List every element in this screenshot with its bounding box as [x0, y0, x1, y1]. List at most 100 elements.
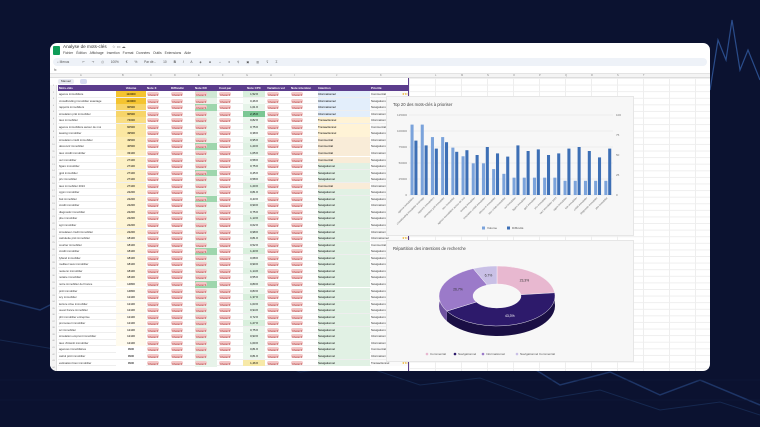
status-chip[interactable]: Choisi ▾ — [171, 314, 183, 319]
status-chip[interactable]: Choisi ▾ — [291, 98, 303, 103]
status-chip[interactable]: Choisi ▾ — [219, 255, 231, 260]
row-number[interactable]: 6 — [52, 117, 55, 120]
status-chip[interactable]: Choisi ▾ — [171, 249, 183, 254]
status-chip[interactable]: Choisi ▾ — [171, 111, 183, 116]
volume-cell[interactable]: 22200 — [116, 215, 146, 222]
status-chip[interactable]: Choisi ▾ — [195, 137, 207, 142]
status-chip[interactable]: Choisi ▾ — [219, 118, 231, 123]
keyword-cell[interactable]: crédit immobilier — [59, 249, 80, 254]
status-chip[interactable]: Choisi ▾ — [147, 92, 159, 96]
status-chip[interactable]: Choisi ▾ — [195, 164, 207, 169]
difficulty-cell[interactable]: Choisi ▾ — [171, 248, 193, 255]
note-kd-cell[interactable]: Choisi ▾ — [195, 280, 217, 289]
keyword-cell[interactable]: crédit immobilier — [59, 203, 80, 208]
cpc-cell[interactable]: 0,82 € — [243, 117, 265, 124]
volume-cell[interactable]: 12100 — [116, 300, 146, 307]
donut-chart[interactable]: Répartition des intentions de recherche … — [386, 240, 634, 362]
cpc-note-cell[interactable]: Choisi ▾ — [219, 157, 241, 164]
status-chip[interactable]: Choisi ▾ — [147, 98, 159, 103]
note-kd-cell[interactable]: Choisi ▾ — [195, 333, 217, 341]
note-kd-cell[interactable]: Choisi ▾ — [195, 143, 217, 151]
note-intention-cell[interactable]: Choisi ▾ — [291, 235, 313, 242]
difficulty-cell[interactable]: Choisi ▾ — [171, 215, 193, 222]
status-chip[interactable]: Choisi ▾ — [219, 229, 231, 234]
zoom-select[interactable]: 100% — [110, 60, 119, 64]
variation-cell[interactable]: Choisi ▾ — [267, 301, 289, 308]
variation-cell[interactable]: Choisi ▾ — [267, 360, 289, 367]
status-chip[interactable]: Choisi ▾ — [147, 183, 159, 188]
table-row[interactable]: estimation bien immobilier 9900 Choisi ▾ Ch… — [58, 359, 408, 367]
note-intention-cell[interactable]: Choisi ▾ — [291, 268, 313, 275]
cpc-note-cell[interactable]: Choisi ▾ — [219, 333, 241, 340]
status-chip[interactable]: Choisi ▾ — [171, 327, 183, 332]
volume-cell[interactable]: 18100 — [116, 274, 146, 281]
cpc-cell[interactable]: 1,27 € — [243, 320, 265, 327]
volume-cell[interactable]: 27100 — [116, 182, 146, 189]
note-kd-cell[interactable]: Choisi ▾ — [195, 104, 217, 112]
status-chip[interactable]: Choisi ▾ — [291, 327, 303, 332]
intent-cell[interactable]: Navigationnel — [318, 254, 370, 261]
note-kd-cell[interactable]: Choisi ▾ — [195, 208, 217, 217]
status-chip[interactable]: Choisi ▾ — [171, 170, 183, 175]
note-intention-cell[interactable]: Choisi ▾ — [291, 111, 313, 118]
filter-view-toggle[interactable] — [80, 79, 87, 84]
note1-cell[interactable]: Choisi ▾ — [147, 117, 169, 124]
status-chip[interactable]: Choisi ▾ — [291, 308, 303, 313]
variation-cell[interactable]: Choisi ▾ — [267, 104, 289, 111]
volume-cell[interactable]: 27100 — [116, 169, 146, 176]
difficulty-bar[interactable] — [424, 145, 428, 195]
keyword-cell[interactable]: crowdfunding immobilier avantage — [59, 98, 102, 103]
status-chip[interactable]: Choisi ▾ — [147, 111, 159, 116]
row-number[interactable]: 12 — [52, 157, 55, 160]
table-row[interactable]: taux crédit immobilier 33100 Choisi ▾ Chois… — [58, 149, 408, 158]
column-header-R[interactable]: R — [591, 74, 593, 77]
column-header-K[interactable]: K — [380, 74, 382, 77]
status-chip[interactable]: Choisi ▾ — [195, 340, 207, 345]
status-chip[interactable]: Choisi ▾ — [195, 360, 207, 365]
status-chip[interactable]: Choisi ▾ — [267, 196, 279, 201]
status-chip[interactable]: Choisi ▾ — [291, 150, 303, 155]
intent-cell[interactable]: Navigationnel — [318, 346, 370, 353]
status-chip[interactable]: Choisi ▾ — [219, 216, 231, 221]
volume-cell[interactable]: 12100 — [116, 320, 146, 327]
cpc-note-cell[interactable]: Choisi ▾ — [219, 268, 241, 275]
status-chip[interactable]: Choisi ▾ — [291, 242, 303, 247]
note-kd-cell[interactable]: Choisi ▾ — [195, 110, 217, 118]
note-kd-cell[interactable]: Choisi ▾ — [195, 294, 217, 302]
status-chip[interactable]: Choisi ▾ — [147, 150, 159, 155]
status-chip[interactable]: Choisi ▾ — [195, 314, 207, 319]
volume-cell[interactable]: 14800 — [116, 287, 146, 294]
intent-cell[interactable]: Navigationnel — [318, 333, 370, 340]
note-intention-cell[interactable]: Choisi ▾ — [291, 157, 313, 164]
keyword-cell[interactable]: sgt immobilier — [59, 223, 77, 227]
difficulty-bar[interactable] — [516, 145, 520, 195]
cpc-note-cell[interactable]: Choisi ▾ — [219, 235, 241, 242]
note-kd-cell[interactable]: Choisi ▾ — [195, 215, 217, 223]
note-intention-cell[interactable]: Choisi ▾ — [291, 104, 313, 111]
status-chip[interactable]: Choisi ▾ — [267, 216, 279, 221]
note-intention-cell[interactable]: Choisi ▾ — [291, 137, 313, 144]
difficulty-bar[interactable] — [455, 151, 459, 195]
intent-cell[interactable]: Commercial — [318, 149, 370, 157]
cpc-note-cell[interactable]: Choisi ▾ — [219, 202, 241, 209]
status-chip[interactable]: Choisi ▾ — [219, 295, 231, 300]
keyword-cell[interactable]: simulation crédit immobilier — [59, 137, 93, 142]
difficulty-bar[interactable] — [465, 150, 469, 195]
column-header-P[interactable]: P — [539, 74, 541, 77]
difficulty-cell[interactable]: Choisi ▾ — [171, 157, 193, 164]
status-chip[interactable]: Choisi ▾ — [219, 314, 231, 319]
row-number[interactable]: 41 — [52, 347, 55, 349]
variation-cell[interactable]: Choisi ▾ — [267, 98, 289, 105]
intent-cell[interactable]: Commercial — [318, 182, 370, 189]
volume-cell[interactable]: 22200 — [116, 228, 146, 235]
row-number[interactable]: 5 — [52, 111, 55, 114]
variation-cell[interactable]: Choisi ▾ — [267, 294, 289, 301]
cpc-cell[interactable]: 0,90 € — [243, 202, 265, 209]
difficulty-cell[interactable]: Choisi ▾ — [171, 170, 193, 177]
note-intention-cell[interactable]: Choisi ▾ — [291, 360, 313, 367]
difficulty-bar[interactable] — [444, 142, 449, 195]
row-number[interactable]: 7 — [52, 124, 55, 127]
cpc-cell[interactable]: 0,58 € — [243, 156, 265, 163]
status-chip[interactable]: Choisi ▾ — [291, 203, 303, 208]
cpc-note-cell[interactable]: Choisi ▾ — [219, 98, 241, 105]
